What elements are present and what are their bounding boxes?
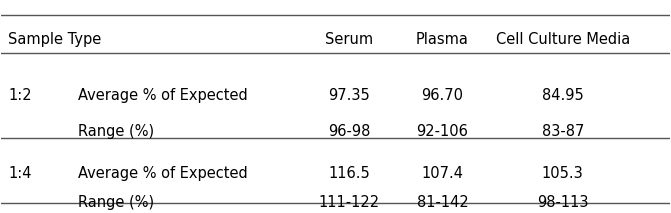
Text: 81-142: 81-142 [417,195,468,210]
Text: 1:2: 1:2 [8,88,32,103]
Text: 83-87: 83-87 [541,124,584,139]
Text: 84.95: 84.95 [541,88,584,103]
Text: 98-113: 98-113 [537,195,588,210]
Text: 97.35: 97.35 [328,88,370,103]
Text: 116.5: 116.5 [328,166,370,180]
Text: 92-106: 92-106 [417,124,468,139]
Text: Sample Type: Sample Type [8,32,101,47]
Text: Average % of Expected: Average % of Expected [79,88,248,103]
Text: 111-122: 111-122 [318,195,379,210]
Text: Plasma: Plasma [416,32,469,47]
Text: 1:4: 1:4 [8,166,32,180]
Text: 105.3: 105.3 [541,166,584,180]
Text: 107.4: 107.4 [421,166,464,180]
Text: Range (%): Range (%) [79,195,154,210]
Text: 96.70: 96.70 [421,88,464,103]
Text: Average % of Expected: Average % of Expected [79,166,248,180]
Text: Cell Culture Media: Cell Culture Media [496,32,630,47]
Text: Serum: Serum [325,32,373,47]
Text: Range (%): Range (%) [79,124,154,139]
Text: 96-98: 96-98 [327,124,370,139]
